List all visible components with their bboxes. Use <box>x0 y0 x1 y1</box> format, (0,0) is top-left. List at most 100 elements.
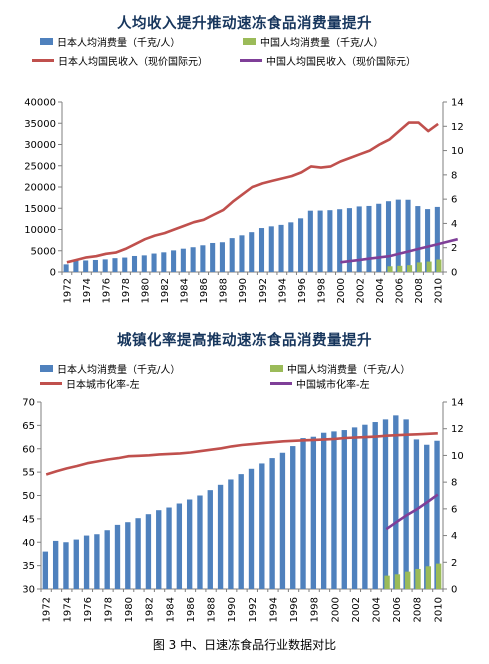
china-consumption-bar <box>397 265 403 272</box>
x-tick-label: 1982 <box>160 278 171 303</box>
x-tick-label: 1992 <box>248 597 259 622</box>
japan-consumption-bar <box>114 524 121 589</box>
japan-consumption-bar <box>197 495 203 589</box>
x-tick-label: 1986 <box>186 597 197 622</box>
japan-consumption-bar <box>372 422 378 589</box>
japan-consumption-bar <box>395 199 401 272</box>
china-consumption-bar <box>384 575 390 589</box>
japan-consumption-bar <box>122 257 128 272</box>
japan-consumption-bar <box>415 206 421 272</box>
japan-consumption-bar <box>290 446 296 589</box>
japan-consumption-bar <box>393 415 399 589</box>
x-tick-label: 1972 <box>42 597 53 622</box>
legend-label: 日本人均国民收入（现价国际元） <box>58 57 208 68</box>
japan-consumption-bar <box>356 206 362 272</box>
japan-consumption-bar <box>403 419 409 589</box>
japan-consumption-bar <box>351 427 358 589</box>
japan-consumption-bar <box>125 522 131 589</box>
japan-consumption-bar <box>320 432 327 589</box>
y-left-tick-label: 15000 <box>24 204 56 215</box>
x-tick-label: 2006 <box>392 597 403 622</box>
y-left-tick-label: 20000 <box>24 183 56 194</box>
y-right-tick-label: 2 <box>451 558 457 569</box>
japan-consumption-bar <box>238 474 244 589</box>
y-right-tick-label: 6 <box>451 195 457 206</box>
y-right-tick-label: 0 <box>451 585 457 596</box>
legend-item-china-urbanization: 中国城市化率-左 <box>270 376 370 391</box>
x-tick-label: 2010 <box>433 597 444 622</box>
japan-consumption-bar <box>413 439 420 589</box>
japan-consumption-bar <box>382 419 389 589</box>
x-tick-label: 1978 <box>121 278 132 303</box>
legend-item-japan-consumption: 日本人均消费量（千克/人） <box>40 361 180 376</box>
china-line-series <box>340 237 459 264</box>
japan-consumption-bar <box>259 463 265 589</box>
y-left-tick-label: 10000 <box>24 225 56 236</box>
chart-legend: 日本人均消费量（千克/人） 中国人均消费量（千克/人） 日本人均国民收入（现价国… <box>0 0 489 100</box>
japan-consumption-bar <box>239 235 245 272</box>
japan-consumption-bar <box>327 210 333 272</box>
japan-consumption-bar <box>63 542 69 589</box>
x-tick-label: 1996 <box>297 278 308 303</box>
urbanization-chart: 30 35 40 45 50 55 60 65 70 0 2 4 6 8 10 12 14 1972 1974 197… <box>22 398 463 623</box>
x-tick-label: 1990 <box>238 278 249 303</box>
japan-consumption-bar <box>145 514 152 589</box>
legend-swatch <box>270 365 283 372</box>
x-tick-label: 1984 <box>165 597 176 622</box>
x-tick-label: 2002 <box>355 278 366 303</box>
legend-item-china-consumption: 中国人均消费量（千克/人） <box>243 34 383 49</box>
japan-consumption-bar <box>207 490 213 589</box>
legend-item-japan-income: 日本人均国民收入（现价国际元） <box>32 53 208 68</box>
x-tick-label: 2008 <box>413 597 424 622</box>
japan-consumption-bar <box>434 440 440 589</box>
x-tick-label: 2000 <box>330 597 341 622</box>
japan-consumption-bar <box>83 535 90 589</box>
chart-title: 城镇化率提高推动速冻食品消费量提升 <box>117 333 372 349</box>
japan-consumption-bar <box>269 458 275 589</box>
y-left-tick-label: 0 <box>50 268 56 279</box>
x-tick-label: 1976 <box>83 597 94 622</box>
japan-consumption-bar <box>331 431 337 589</box>
legend-swatch <box>240 59 262 62</box>
japan-line-series <box>66 121 439 264</box>
legend-item-china-consumption: 中国人均消费量（千克/人） <box>270 361 410 376</box>
y-left-tick-label: 30 <box>22 585 35 596</box>
y-left-tick-label: 35 <box>22 561 35 572</box>
legend-label: 中国人均国民收入（现价国际元） <box>266 57 416 68</box>
japan-consumption-bar <box>102 259 108 272</box>
japan-consumption-bar <box>190 247 196 272</box>
japan-consumption-bar <box>112 258 118 272</box>
japan-consumption-bar <box>166 507 172 589</box>
y-left-tick-label: 35000 <box>24 119 56 130</box>
china-consumption-bar <box>407 265 413 272</box>
legend-swatch <box>40 382 62 385</box>
japan-line-series <box>45 432 438 476</box>
japan-consumption-bar <box>249 232 255 272</box>
x-tick-label: 1976 <box>101 278 112 303</box>
japan-consumption-bar <box>307 210 313 272</box>
japan-consumption-bar <box>200 245 206 272</box>
y-right-tick-label: 6 <box>451 504 457 515</box>
x-tick-label: 1980 <box>141 278 152 303</box>
japan-consumption-bar <box>366 205 372 272</box>
japan-consumption-bar <box>92 259 98 272</box>
y-right-tick-label: 4 <box>451 531 457 542</box>
japan-consumption-bar <box>141 255 147 272</box>
legend-label: 日本人均消费量（千克/人） <box>57 38 181 49</box>
x-tick-label: 1984 <box>180 278 191 303</box>
legend-swatch <box>40 38 53 45</box>
japan-consumption-bar <box>104 530 110 589</box>
china-consumption-bar <box>387 266 393 272</box>
legend-label: 中国城市化率-左 <box>296 380 370 391</box>
japan-consumption-bar <box>346 208 352 272</box>
y-right-tick-label: 10 <box>451 146 464 157</box>
japan-consumption-bar <box>337 209 343 272</box>
japan-consumption-bar <box>131 255 138 272</box>
x-tick-label: 1996 <box>289 597 300 622</box>
china-consumption-bar <box>394 574 401 589</box>
y-left-tick-label: 40000 <box>24 98 56 109</box>
japan-consumption-bar <box>151 253 157 272</box>
x-tick-label: 2002 <box>351 597 362 622</box>
legend-item-japan-urbanization: 日本城市化率-左 <box>40 376 140 391</box>
japan-consumption-bar <box>258 228 265 272</box>
